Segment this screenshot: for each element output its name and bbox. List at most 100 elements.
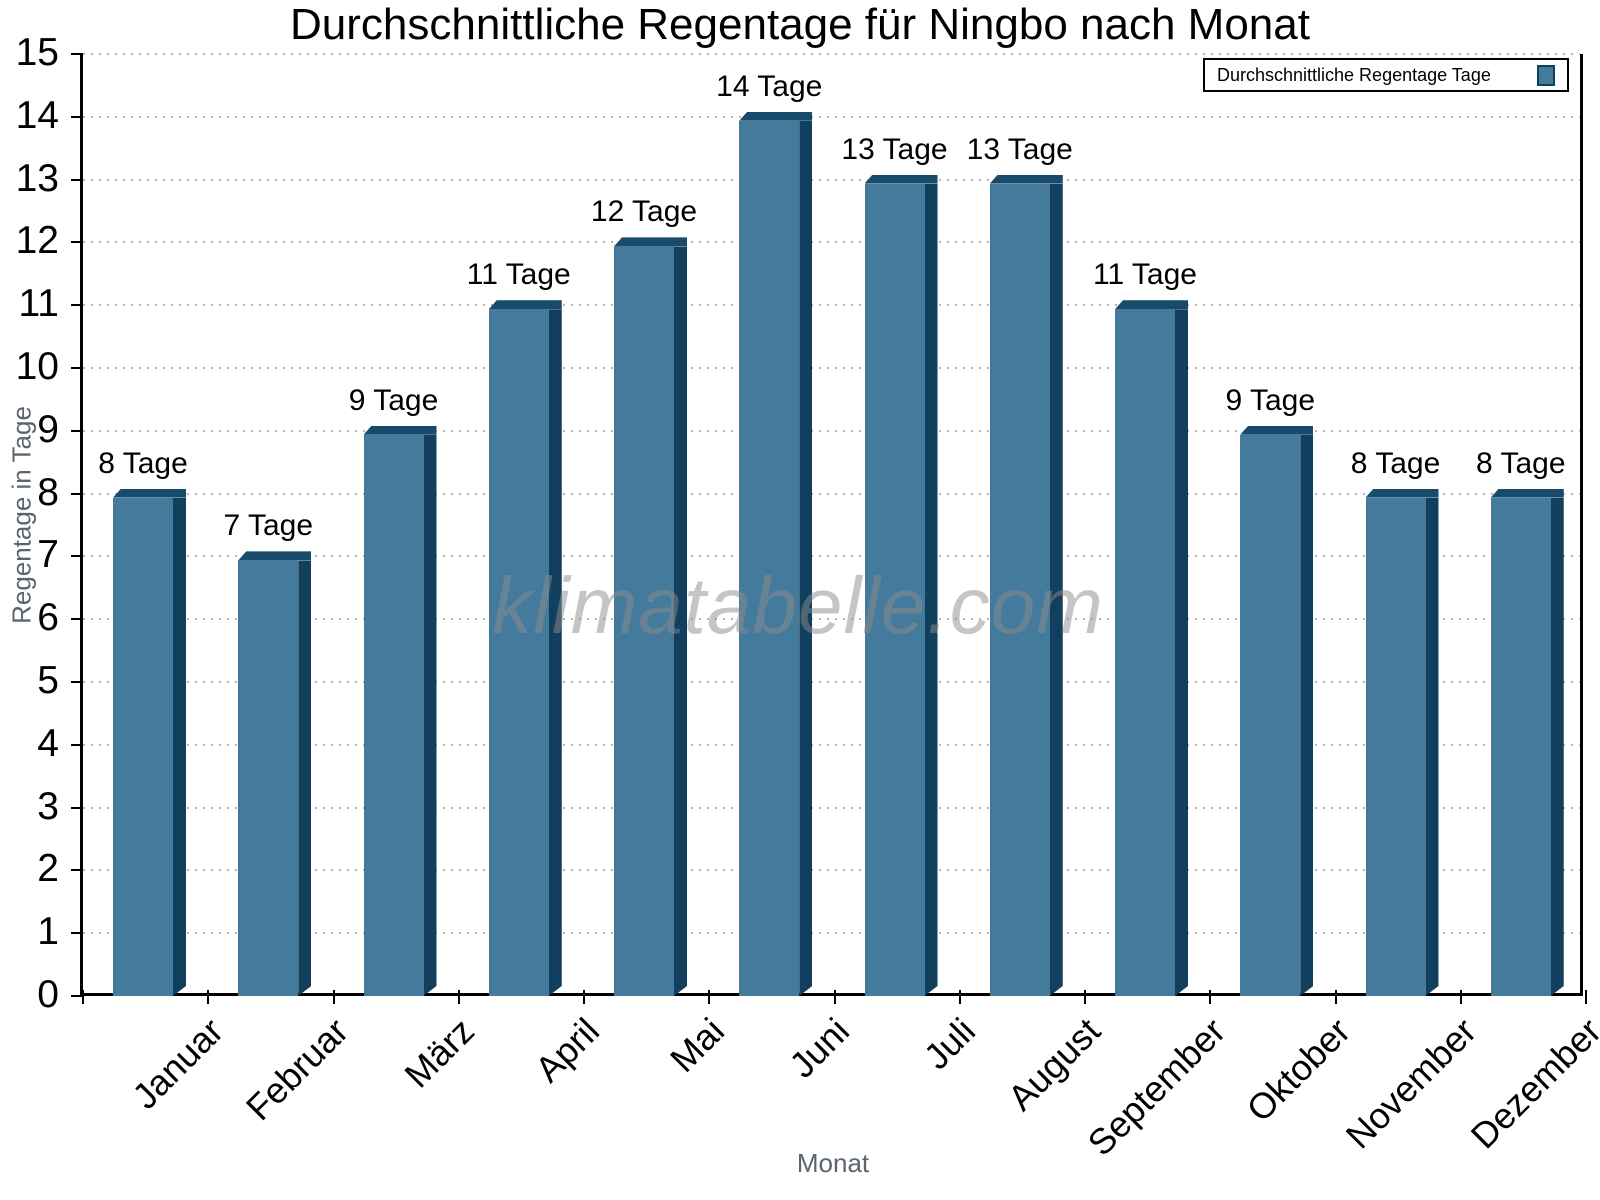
h-gridline	[83, 178, 1580, 181]
bar-front-face	[113, 497, 173, 996]
x-axis-title: Monat	[796, 1148, 870, 1178]
x-axis-tick	[1459, 990, 1462, 1004]
y-axis-tick-label: 7	[37, 533, 59, 577]
y-axis-tick	[71, 367, 83, 369]
bar	[363, 425, 437, 996]
legend-series-label: Durchschnittliche Regentage Tage	[1217, 64, 1491, 85]
y-axis-tick	[71, 178, 83, 181]
bar-front-face	[363, 434, 424, 996]
bar	[989, 174, 1063, 996]
x-axis-category-label: Dezember	[1462, 1010, 1600, 1157]
y-axis-tick-label: 3	[37, 784, 59, 828]
x-axis-tick	[207, 990, 210, 1004]
bar-value-label: 14 Tage	[716, 69, 823, 103]
y-axis-tick	[71, 869, 83, 872]
bar-side-face	[925, 184, 938, 996]
y-axis-tick	[71, 743, 83, 746]
x-axis-tick	[1209, 990, 1212, 1004]
bar-top-face	[363, 425, 437, 435]
y-axis-tick	[71, 806, 83, 809]
bar-side-face	[1426, 498, 1439, 996]
bar-side-face	[1050, 184, 1063, 996]
x-axis-tick	[958, 990, 961, 1004]
watermark: klimatabelle.com	[492, 561, 1104, 650]
bar	[1365, 488, 1439, 996]
bar-top-face	[1240, 425, 1314, 435]
y-axis-tick	[71, 429, 83, 432]
h-gridline	[83, 304, 1580, 307]
x-axis-tick	[82, 990, 84, 1004]
y-axis-tick-label: 2	[37, 847, 59, 891]
y-axis-tick-label: 15	[15, 31, 59, 75]
y-axis-tick	[71, 618, 83, 621]
y-axis-tick	[71, 932, 83, 935]
bar	[1490, 488, 1564, 996]
y-axis-tick-label: 11	[18, 282, 60, 326]
y-axis-title: Regentage in Tage	[6, 406, 37, 624]
h-gridline	[83, 743, 1580, 746]
y-axis-tick	[71, 681, 83, 683]
h-gridline	[83, 932, 1580, 935]
y-axis-tick-label: 6	[37, 596, 59, 640]
y-axis-tick-label: 9	[37, 407, 59, 451]
h-gridline	[83, 241, 1580, 244]
y-axis-tick-label: 12	[15, 219, 59, 263]
legend-color-swatch-icon	[1537, 64, 1555, 86]
y-axis-tick-label: 13	[15, 156, 59, 200]
bar-top-face	[488, 300, 562, 310]
x-axis-category-label: Oktober	[1238, 1010, 1359, 1130]
h-gridline	[83, 806, 1580, 809]
x-axis-category-label: Mai	[662, 1010, 733, 1081]
bar-side-face	[173, 498, 186, 996]
h-gridline	[83, 429, 1580, 432]
bar-value-label: 12 Tage	[590, 195, 698, 229]
y-axis-tick	[71, 555, 83, 558]
y-axis-tick-label: 4	[37, 721, 59, 765]
bar-value-label: 8 Tage	[98, 446, 188, 480]
h-gridline	[83, 367, 1580, 369]
x-axis-tick	[1334, 990, 1337, 1004]
x-axis-tick	[457, 990, 460, 1004]
bar-front-face	[614, 246, 674, 996]
bar-top-face	[1115, 300, 1188, 310]
y-axis-tick	[71, 492, 83, 495]
h-gridline	[83, 869, 1580, 872]
bar-front-face	[1240, 434, 1301, 996]
x-axis-tick	[1585, 990, 1587, 1004]
y-axis-tick-label: 14	[15, 93, 59, 137]
y-axis-tick	[71, 241, 83, 244]
x-axis-tick	[332, 990, 335, 1004]
h-gridline	[83, 681, 1580, 683]
bar-front-face	[488, 309, 549, 996]
bar-value-label: 11 Tage	[1093, 258, 1197, 292]
bar-front-face	[1365, 497, 1426, 996]
bar-top-face	[1490, 488, 1564, 498]
bar-front-face	[1115, 309, 1175, 996]
bar	[864, 174, 938, 996]
x-axis-tick	[833, 990, 836, 1004]
bar-value-label: 13 Tage	[966, 132, 1073, 166]
bar-side-face	[1175, 309, 1188, 996]
bar-front-face	[1490, 497, 1551, 996]
y-axis-tick-label: 5	[37, 659, 59, 703]
bar-top-face	[739, 111, 813, 121]
x-axis-category-label: Februar	[238, 1010, 357, 1129]
x-axis-tick	[1084, 990, 1086, 1004]
h-gridline	[83, 555, 1580, 558]
bar	[238, 551, 312, 996]
bar-value-label: 13 Tage	[841, 132, 948, 166]
legend: Durchschnittliche Regentage Tage	[1203, 58, 1569, 92]
chart-title: Durchschnittliche Regentage für Ningbo n…	[290, 0, 1310, 49]
bar-top-face	[614, 237, 687, 247]
bar	[1115, 300, 1188, 996]
bar-top-face	[113, 488, 186, 498]
bar-side-face	[674, 246, 687, 996]
x-axis-tick	[583, 990, 585, 1004]
h-gridline	[83, 115, 1580, 118]
bar-side-face	[298, 560, 311, 996]
x-axis-tick	[708, 990, 711, 1004]
y-axis-tick-label: 8	[37, 470, 59, 514]
bar-top-face	[989, 174, 1063, 184]
x-axis-category-label: November	[1337, 1010, 1484, 1157]
